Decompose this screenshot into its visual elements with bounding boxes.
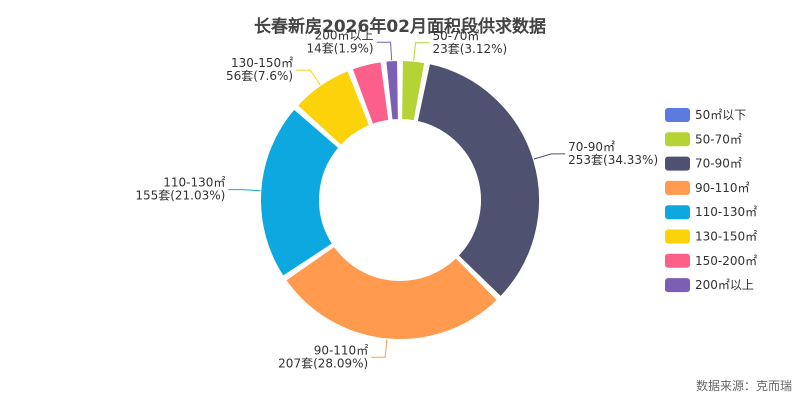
chart-title: 长春新房2026年02月面积段供求数据 bbox=[254, 16, 546, 37]
slice bbox=[350, 60, 391, 126]
slice-label: 200㎡以上 bbox=[315, 28, 374, 42]
legend-label: 90-110㎡ bbox=[695, 181, 750, 195]
value-label: 253套(34.33%) bbox=[568, 153, 658, 167]
legend-label: 70-90㎡ bbox=[695, 157, 742, 171]
legend-swatch bbox=[665, 108, 690, 122]
slice-label: 110-130㎡ bbox=[163, 176, 225, 190]
leader-line bbox=[296, 69, 321, 86]
value-label: 207套(28.09%) bbox=[278, 356, 368, 370]
slice-label: 70-90㎡ bbox=[568, 140, 615, 154]
legend-label: 150-200㎡ bbox=[695, 254, 757, 268]
slice bbox=[295, 69, 372, 148]
slice-label: 50-70㎡ bbox=[432, 29, 479, 43]
slice bbox=[415, 62, 541, 299]
slice bbox=[284, 244, 499, 341]
leader-line bbox=[376, 41, 393, 61]
legend-label: 200㎡以上 bbox=[695, 278, 754, 292]
leader-line bbox=[228, 189, 261, 192]
value-label: 56套(7.6%) bbox=[226, 69, 293, 83]
legend-label: 50-70㎡ bbox=[695, 132, 742, 146]
slice-label: 130-150㎡ bbox=[231, 56, 293, 70]
value-label: 14套(1.9%) bbox=[306, 41, 373, 55]
legend-swatch bbox=[665, 156, 690, 171]
slice-label: 90-110㎡ bbox=[314, 343, 369, 357]
value-label: 155套(21.03%) bbox=[135, 189, 225, 203]
legend-swatch bbox=[665, 205, 690, 220]
source: 数据来源：克而瑞 bbox=[696, 378, 792, 393]
leader-line bbox=[413, 42, 430, 61]
legend-label: 50㎡以下 bbox=[695, 108, 746, 122]
legend-swatch bbox=[665, 229, 690, 244]
slice bbox=[259, 107, 341, 278]
legend-label: 130-150㎡ bbox=[695, 230, 757, 244]
slice bbox=[384, 59, 400, 122]
legend-swatch bbox=[665, 253, 690, 268]
leader-line bbox=[533, 153, 566, 160]
leader-line bbox=[371, 339, 388, 358]
legend-label: 110-130㎡ bbox=[695, 205, 757, 219]
value-label: 23套(3.12%) bbox=[432, 42, 507, 56]
legend-swatch bbox=[665, 278, 690, 293]
slice bbox=[400, 59, 427, 123]
legend-swatch bbox=[665, 132, 690, 147]
legend-swatch bbox=[665, 180, 690, 195]
